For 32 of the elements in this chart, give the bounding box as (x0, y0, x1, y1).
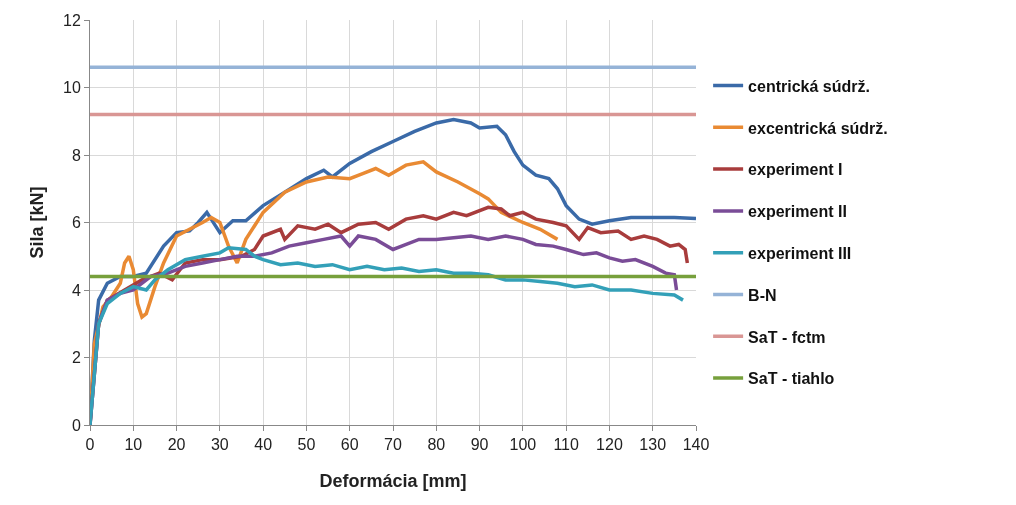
y-tick-label: 10 (63, 79, 81, 97)
x-tick-label: 140 (682, 436, 710, 454)
y-tick-label: 4 (71, 281, 81, 299)
x-tick-label: 60 (340, 436, 359, 454)
legend-label: experiment II (748, 203, 847, 221)
legend-label: experiment I (748, 161, 843, 179)
x-tick-label: 50 (297, 436, 316, 454)
x-tick-label: 130 (639, 436, 667, 454)
legend-label: experiment III (748, 244, 852, 262)
legend-label: excentrická súdrž. (748, 119, 888, 137)
legend-label: SaT - tiahlo (748, 370, 835, 388)
x-tick-label: 70 (384, 436, 402, 454)
y-tick-label: 6 (71, 214, 81, 232)
x-tick-label: 0 (85, 436, 95, 454)
x-tick-label: 110 (553, 436, 579, 454)
y-axis-title: Sila [kN] (27, 186, 48, 259)
x-tick-label: 10 (124, 436, 143, 454)
x-axis-title: Deformácia [mm] (319, 471, 467, 492)
legend-label: B-N (748, 286, 777, 304)
x-tick-label: 80 (427, 436, 446, 454)
legend-label: SaT - fctm (748, 328, 826, 346)
y-tick-label: 8 (71, 146, 81, 164)
x-tick-label: 120 (596, 436, 623, 454)
y-tick-label: 2 (71, 349, 81, 367)
y-tick-label: 0 (71, 416, 81, 434)
x-tick-label: 90 (470, 436, 489, 454)
x-tick-label: 100 (509, 436, 537, 454)
x-tick-label: 40 (254, 436, 273, 454)
y-tick-label: 12 (63, 11, 81, 29)
legend-label: centrická súdrž. (748, 77, 870, 95)
x-tick-label: 20 (167, 436, 186, 454)
x-tick-label: 30 (210, 436, 229, 454)
